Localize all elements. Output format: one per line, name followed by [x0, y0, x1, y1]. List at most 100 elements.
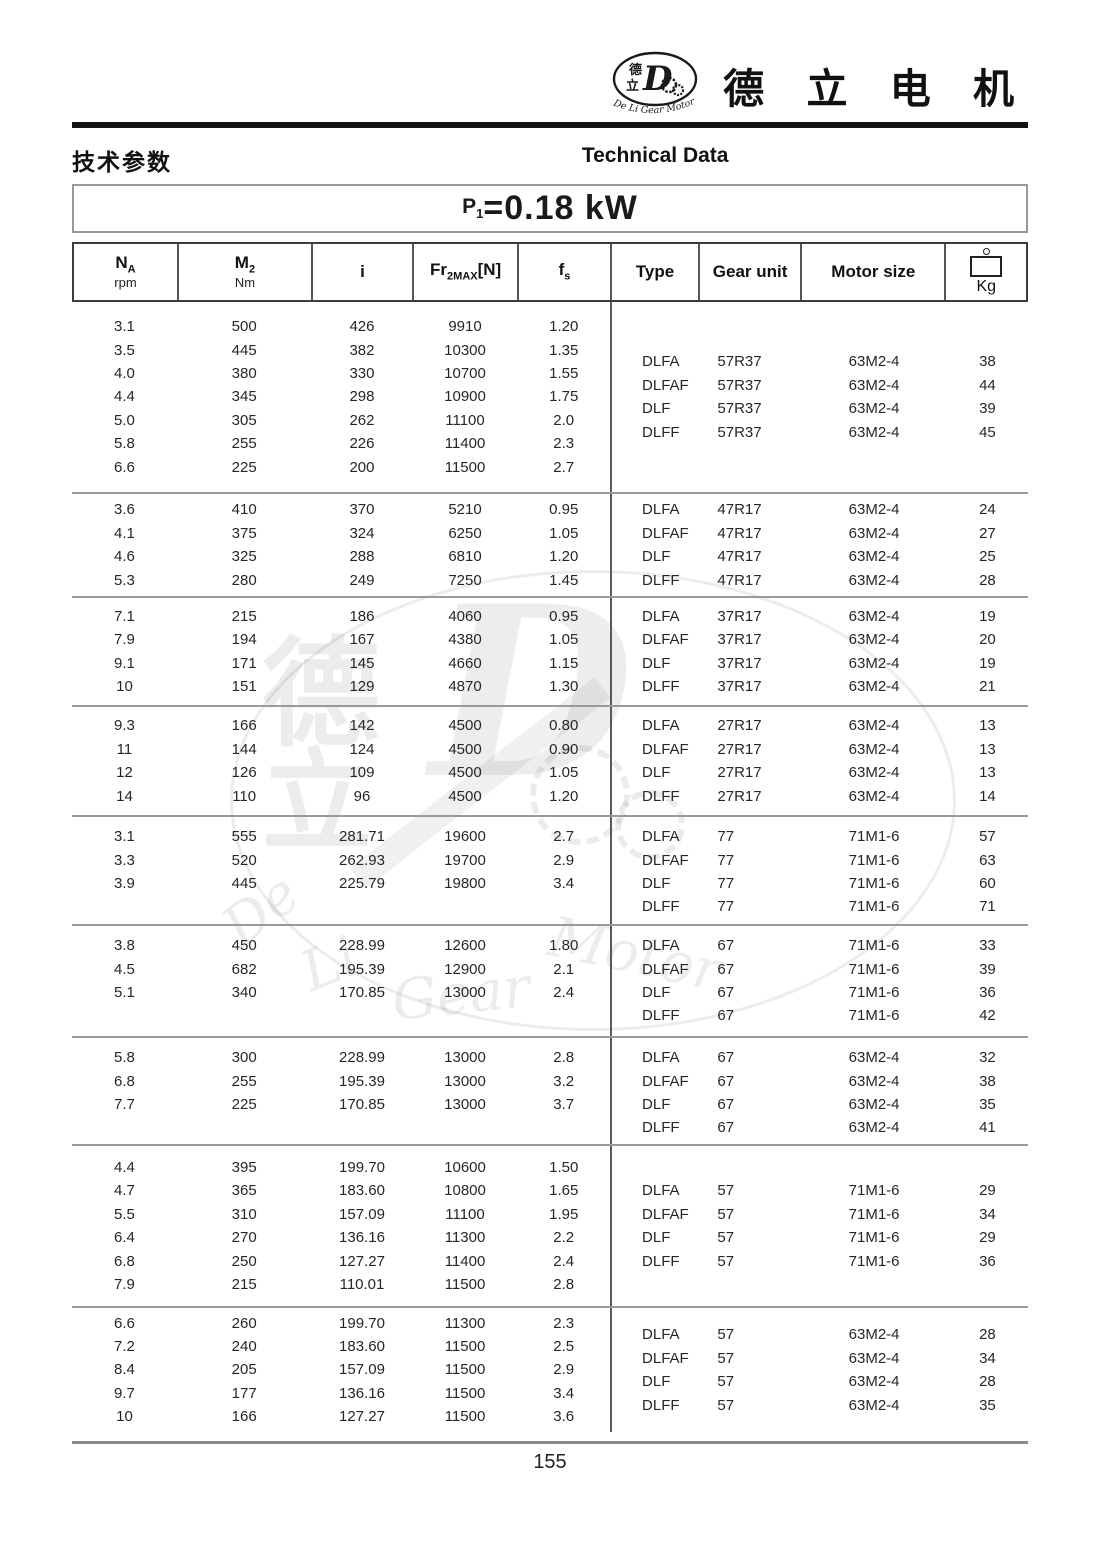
data-cell: 12: [116, 764, 133, 782]
variant-row: DLF 57 63M2-4 28: [612, 1370, 1028, 1393]
group-ratings: 6.6 260 199.70 11300 2.3 7.2 240 183.60 11500 2.5…: [72, 1308, 613, 1432]
variant-row: DLFF 57 71M1-6 36: [612, 1249, 1028, 1272]
type-cell: DLF: [642, 654, 671, 672]
data-cell: 3.5: [114, 341, 135, 359]
data-cell: 375: [231, 524, 257, 542]
table-row: 4.6 325 288 6810 1.20: [72, 545, 610, 568]
variant-row: DLFA 77 71M1-6 57: [612, 825, 1028, 848]
table-group-8: 4.4 395 199.70 10600 1.50 4.7 365 183.60 10800 1.…: [72, 1146, 1028, 1308]
group-ratings: 5.8 300 228.99 13000 2.8 6.8 255 195.39 13000 3.2…: [72, 1038, 613, 1144]
type-cell: DLFAF: [642, 1072, 689, 1090]
weight-cell: 44: [979, 376, 996, 394]
group-ratings: 4.4 395 199.70 10600 1.50 4.7 365 183.60 10800 1.…: [72, 1146, 613, 1306]
data-cell: 255: [231, 435, 257, 453]
variant-row: DLFAF 77 71M1-6 63: [612, 848, 1028, 871]
motor-size-cell: 71M1-6: [848, 898, 900, 916]
data-cell: 170.85: [339, 983, 385, 1001]
masthead-rule: [72, 122, 1028, 128]
emblem-letter: D: [642, 59, 673, 99]
variant-row: DLFF 77 71M1-6 71: [612, 895, 1028, 918]
data-cell: 13000: [444, 1095, 486, 1113]
motor-size-cell: 63M2-4: [848, 740, 900, 758]
data-cell: 520: [231, 851, 257, 869]
data-cell: 1.20: [549, 318, 579, 336]
data-cell: 96: [353, 787, 371, 805]
data-cell: 310: [231, 1205, 257, 1223]
data-cell: 11100: [445, 411, 485, 429]
variant-row: DLFAF 57 63M2-4 34: [612, 1347, 1028, 1370]
table-row: 9.1 171 145 4660 1.15: [72, 652, 610, 675]
data-cell: 555: [231, 828, 257, 846]
weight-cell: 21: [979, 678, 996, 696]
data-cell: 8.4: [114, 1361, 135, 1379]
emblem-char-top: 德: [629, 62, 642, 77]
group-variants: DLFA 77 71M1-6 57 DLFAF 77 71M1-6 63 DLF 77 71M1-6…: [612, 817, 1028, 924]
weight-cell: 39: [979, 960, 996, 978]
type-cell: DLFAF: [642, 631, 689, 649]
variant-row: DLFA 57 71M1-6 29: [612, 1179, 1028, 1202]
motor-size-cell: 63M2-4: [848, 1373, 900, 1391]
data-cell: 5210: [448, 501, 482, 519]
data-cell: 13000: [444, 983, 486, 1001]
gear-unit-cell: 67: [717, 1095, 735, 1113]
data-cell: 11: [116, 740, 133, 758]
data-cell: 1.65: [549, 1182, 579, 1200]
gear-unit-cell: 77: [717, 874, 735, 892]
gear-unit-cell: 47R17: [717, 524, 762, 542]
type-cell: DLF: [642, 400, 671, 418]
type-cell: DLFA: [642, 937, 680, 955]
motor-size-cell: 63M2-4: [848, 717, 900, 735]
header-cell-m2: M2 Nm: [176, 244, 311, 300]
type-cell: DLFA: [642, 353, 680, 371]
data-cell: 3.7: [553, 1095, 575, 1113]
type-cell: DLFAF: [642, 1205, 689, 1223]
data-cell: 5.3: [114, 571, 135, 589]
data-cell: 6.8: [114, 1072, 135, 1090]
weight-cell: 29: [979, 1182, 996, 1200]
brand-name: 德 立 电 机: [723, 65, 1028, 113]
data-cell: 7250: [448, 571, 482, 589]
title-row: 技术参数 Technical Data: [72, 143, 1028, 175]
data-cell: 2.7: [553, 828, 575, 846]
variant-row: DLFA 37R17 63M2-4 19: [612, 605, 1028, 628]
type-cell: DLFA: [642, 1049, 680, 1067]
data-cell: 2.9: [553, 851, 575, 869]
data-cell: 1.30: [549, 678, 579, 696]
data-cell: 7.7: [114, 1095, 135, 1113]
type-cell: DLFA: [642, 717, 680, 735]
gear-unit-cell: 27R17: [717, 740, 762, 758]
weight-cell: 25: [979, 548, 996, 566]
group-ratings: 9.3 166 142 4500 0.80 11 144 124 4500 0.90 12 126 10…: [72, 707, 613, 815]
table-group-6: 3.8 450 228.99 12600 1.80 4.5 682 195.39 12900 2.…: [72, 926, 1028, 1038]
weight-cell: 19: [979, 607, 996, 625]
type-cell: DLF: [642, 1373, 671, 1391]
data-cell: 5.8: [114, 1049, 135, 1067]
data-cell: 199.70: [339, 1314, 385, 1332]
weight-cell: 35: [979, 1095, 996, 1113]
gear-unit-cell: 67: [717, 1072, 735, 1090]
emblem-char-bottom: 立: [626, 78, 639, 93]
data-cell: 228.99: [339, 937, 385, 955]
weight-cell: 19: [979, 654, 996, 672]
data-cell: 4.6: [114, 548, 135, 566]
type-cell: DLF: [642, 1229, 671, 1247]
weight-cell: 14: [979, 787, 996, 805]
data-cell: 225.79: [339, 874, 385, 892]
gear-unit-cell: 47R17: [717, 501, 762, 519]
type-cell: DLFF: [642, 1396, 680, 1414]
table-row: 3.5 445 382 10300 1.35: [72, 339, 610, 362]
gear-unit-cell: 57R37: [717, 423, 762, 441]
motor-size-cell: 71M1-6: [848, 828, 900, 846]
group-variants: DLFA 37R17 63M2-4 19 DLFAF 37R17 63M2-4 20 DLF 37…: [612, 598, 1028, 705]
group-ratings: 3.1 555 281.71 19600 2.7 3.3 520 262.93 19700 2.9…: [72, 817, 613, 924]
data-cell: 11500: [444, 1361, 486, 1379]
page-title-cn: 技术参数: [72, 149, 172, 175]
data-cell: 249: [349, 571, 375, 589]
group-variants: DLFA 47R17 63M2-4 24 DLFAF 47R17 63M2-4 27 DLF 47…: [612, 494, 1028, 596]
table-row: 3.1 555 281.71 19600 2.7: [72, 825, 610, 848]
table-row: 5.3 280 249 7250 1.45: [72, 568, 610, 591]
data-cell: 300: [231, 1049, 257, 1067]
data-cell: 9.7: [114, 1384, 135, 1402]
data-cell: 7.9: [114, 1275, 135, 1293]
